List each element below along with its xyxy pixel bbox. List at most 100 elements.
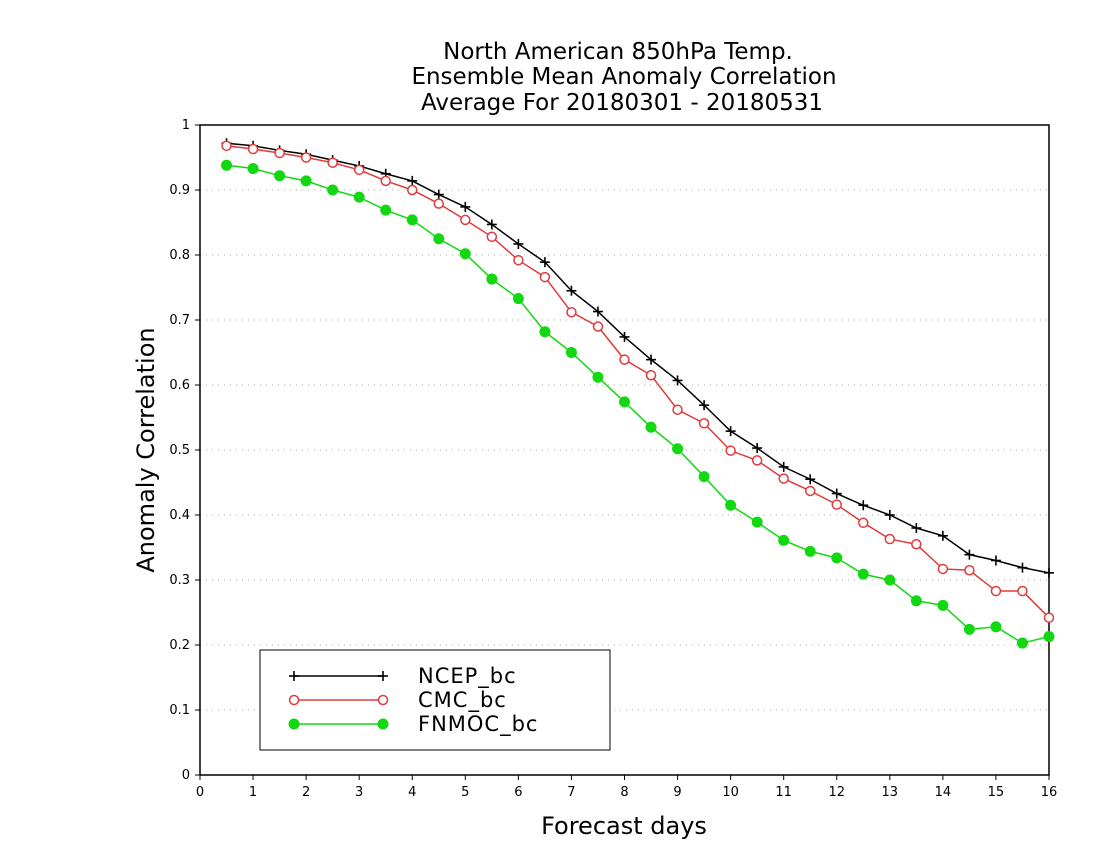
data-point-fnmoc-bc	[751, 516, 763, 528]
data-point-cmc-bc	[698, 418, 710, 429]
title-line-2: Ensemble Mean Anomaly Correlation	[411, 64, 836, 90]
data-point-fnmoc-bc	[910, 595, 922, 607]
data-point-cmc-bc	[964, 565, 975, 576]
data-point-ncep-bc	[937, 530, 948, 541]
legend-item-cmc-bc: CMC_bc	[288, 688, 506, 713]
data-point-fnmoc-bc	[539, 326, 551, 338]
series-line-fnmoc-bc	[226, 164, 1050, 644]
data-point-ncep-bc	[1017, 562, 1028, 573]
y-tick-label: 0.4	[169, 508, 190, 523]
data-point-fnmoc-bc	[884, 574, 896, 586]
data-point-ncep-bc	[566, 285, 577, 296]
data-point-ncep-bc	[646, 354, 657, 365]
data-point-cmc-bc	[804, 485, 816, 497]
data-point-cmc-bc	[911, 539, 922, 550]
data-point-cmc-bc	[433, 198, 445, 209]
data-point-ncep-bc	[460, 201, 471, 212]
data-point-cmc-bc	[300, 152, 312, 163]
data-point-fnmoc-bc	[698, 471, 710, 483]
data-point-ncep-bc	[778, 461, 789, 472]
legend-marker	[377, 718, 389, 730]
data-point-ncep-bc	[752, 443, 763, 454]
data-point-ncep-bc	[672, 375, 683, 386]
data-point-cmc-bc	[592, 321, 604, 332]
data-point-ncep-bc	[513, 238, 524, 249]
data-point-fnmoc-bc	[804, 545, 816, 557]
data-point-fnmoc-bc	[274, 170, 286, 182]
data-point-ncep-bc	[831, 488, 842, 499]
data-point-fnmoc-bc	[963, 623, 975, 635]
data-point-fnmoc-bc	[327, 184, 339, 196]
data-point-fnmoc-bc	[1016, 637, 1028, 649]
data-point-ncep-bc	[592, 306, 603, 317]
x-tick-label: 12	[828, 785, 845, 800]
data-point-cmc-bc	[751, 455, 763, 466]
data-point-fnmoc-bc	[592, 371, 604, 383]
x-tick-label: 1	[249, 785, 257, 800]
data-point-fnmoc-bc	[221, 159, 233, 171]
series-group	[221, 138, 1055, 649]
data-point-cmc-bc	[327, 157, 338, 168]
data-point-ncep-bc	[964, 549, 975, 560]
data-point-fnmoc-bc	[565, 347, 577, 358]
gridlines	[200, 189, 1049, 711]
data-point-ncep-bc	[725, 426, 736, 437]
series-fnmoc-bc	[221, 159, 1055, 649]
data-point-cmc-bc	[884, 533, 896, 545]
data-point-fnmoc-bc	[486, 273, 498, 285]
legend-marker	[378, 671, 388, 681]
x-axis-label: Forecast days	[541, 812, 707, 840]
data-point-cmc-bc	[672, 404, 683, 415]
legend-item-ncep-bc: NCEP_bc	[289, 664, 517, 689]
data-point-cmc-bc	[1043, 612, 1055, 623]
data-point-cmc-bc	[645, 370, 657, 381]
legend-marker	[288, 718, 300, 730]
data-point-ncep-bc	[990, 555, 1001, 566]
data-point-cmc-bc	[274, 147, 285, 159]
y-axis-label: Anomaly Correlation	[132, 327, 160, 572]
y-tick-label: 0.8	[169, 248, 190, 263]
data-point-fnmoc-bc	[247, 163, 259, 175]
x-tick-label: 0	[196, 785, 204, 800]
legend-item-fnmoc-bc: FNMOC_bc	[288, 712, 538, 737]
data-point-fnmoc-bc	[512, 293, 524, 305]
data-point-ncep-bc	[619, 331, 630, 342]
y-tick-label: 0	[182, 768, 190, 783]
data-point-ncep-bc	[884, 510, 895, 520]
y-tick-label: 0.2	[169, 638, 190, 653]
data-point-cmc-bc	[460, 214, 471, 226]
data-point-fnmoc-bc	[831, 552, 843, 564]
title-line-1: North American 850hPa Temp.	[443, 39, 793, 65]
x-tick-label: 2	[302, 785, 310, 800]
y-tick-label: 1	[182, 118, 190, 133]
data-point-cmc-bc	[990, 585, 1002, 597]
legend-label: FNMOC_bc	[418, 712, 538, 737]
data-point-ncep-bc	[858, 500, 869, 511]
data-point-fnmoc-bc	[619, 396, 630, 408]
data-point-cmc-bc	[513, 254, 524, 266]
x-tick-label: 10	[722, 785, 739, 800]
data-point-cmc-bc	[486, 231, 498, 243]
data-point-cmc-bc	[353, 164, 365, 176]
legend-label: NCEP_bc	[418, 664, 517, 689]
data-point-fnmoc-bc	[672, 443, 684, 455]
x-tick-label: 3	[355, 785, 363, 800]
x-tick-label: 4	[408, 785, 416, 800]
data-point-ncep-bc	[539, 257, 550, 268]
series-ncep-bc	[221, 138, 1054, 578]
data-point-fnmoc-bc	[459, 248, 471, 260]
y-tick-label: 0.3	[169, 573, 190, 588]
data-point-fnmoc-bc	[353, 191, 365, 203]
data-point-cmc-bc	[1017, 585, 1028, 597]
data-point-cmc-bc	[247, 143, 259, 155]
data-point-cmc-bc	[725, 445, 736, 456]
data-point-cmc-bc	[619, 354, 630, 365]
x-tick-label: 7	[567, 785, 575, 800]
y-tick-label: 0.9	[169, 183, 190, 198]
data-point-fnmoc-bc	[406, 214, 418, 226]
y-tick-label: 0.6	[169, 378, 190, 393]
data-point-fnmoc-bc	[937, 599, 949, 611]
x-tick-label: 6	[514, 785, 522, 800]
